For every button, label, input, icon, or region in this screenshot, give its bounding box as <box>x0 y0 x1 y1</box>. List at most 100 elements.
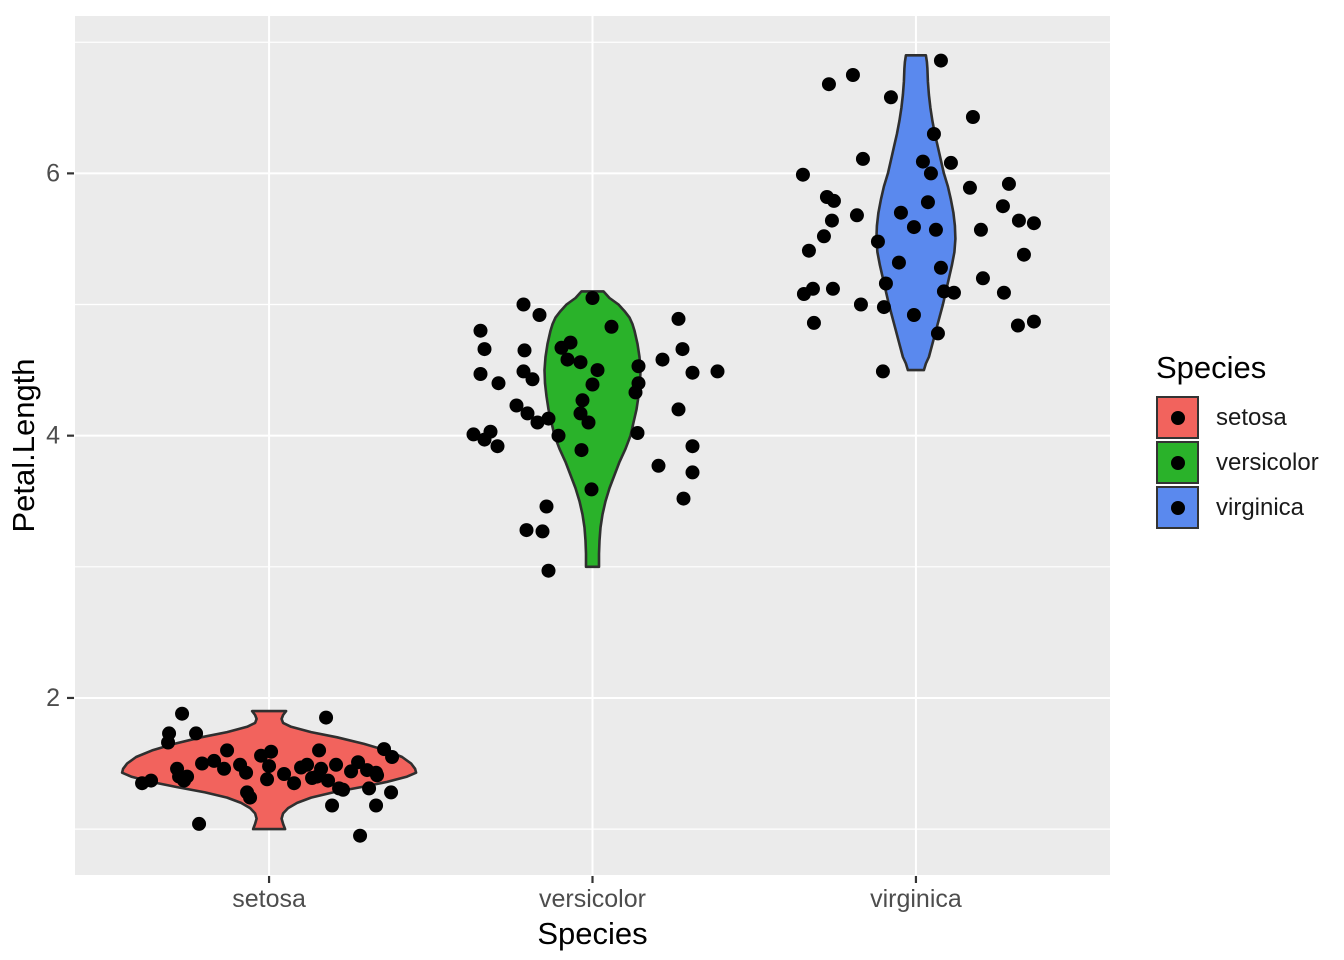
jitter-point-versicolor <box>585 291 600 305</box>
jitter-point-virginica <box>870 234 885 249</box>
jitter-point-virginica <box>915 154 930 169</box>
jitter-point-versicolor <box>671 311 686 326</box>
jitter-point-versicolor <box>477 432 492 447</box>
x-axis-tick-labels: setosa versicolor virginica <box>232 885 962 913</box>
jitter-point-setosa <box>319 710 334 725</box>
jitter-point-versicolor <box>525 372 540 387</box>
jitter-point-versicolor <box>490 439 505 454</box>
jitter-point-versicolor <box>541 411 556 426</box>
legend-point-icon <box>1170 455 1185 470</box>
jitter-point-virginica <box>825 281 840 296</box>
jitter-point-virginica <box>806 315 821 330</box>
legend-entry-setosa: setosa <box>1156 395 1319 440</box>
jitter-point-versicolor <box>685 465 700 480</box>
legend: Species setosa versicolor virginica <box>1156 352 1319 530</box>
jitter-point-virginica <box>893 205 908 220</box>
jitter-point-setosa <box>369 798 384 813</box>
jitter-point-virginica <box>878 276 893 291</box>
jitter-point-virginica <box>946 285 961 300</box>
jitter-point-virginica <box>821 77 836 92</box>
y-tick-label: 2 <box>46 684 60 712</box>
jitter-point-setosa <box>220 743 235 758</box>
jitter-point-versicolor <box>575 393 590 408</box>
jitter-point-virginica <box>891 255 906 270</box>
x-tick-label: setosa <box>232 885 306 913</box>
jitter-point-virginica <box>975 271 990 286</box>
jitter-point-setosa <box>243 790 258 805</box>
jitter-point-versicolor <box>574 443 589 458</box>
jitter-point-setosa <box>336 782 351 797</box>
jitter-point-versicolor <box>573 406 588 421</box>
jitter-point-versicolor <box>517 343 532 358</box>
jitter-point-virginica <box>973 222 988 237</box>
jitter-point-virginica <box>849 208 864 223</box>
jitter-point-setosa <box>175 706 190 721</box>
legend-entry-versicolor: versicolor <box>1156 440 1319 485</box>
jitter-point-versicolor <box>477 342 492 357</box>
jitter-point-setosa <box>161 735 176 750</box>
jitter-point-versicolor <box>554 340 569 355</box>
jitter-point-virginica <box>933 260 948 275</box>
jitter-point-virginica <box>883 90 898 105</box>
jitter-point-versicolor <box>532 308 547 322</box>
jitter-point-setosa <box>254 748 269 763</box>
jitter-point-virginica <box>906 308 921 322</box>
jitter-point-virginica <box>875 364 890 379</box>
jitter-point-setosa <box>239 765 254 780</box>
jitter-point-versicolor <box>685 439 700 454</box>
jitter-point-versicolor <box>473 323 488 338</box>
jitter-point-virginica <box>933 53 948 68</box>
y-axis-tick-labels: 2 4 6 <box>46 159 60 712</box>
jitter-point-versicolor <box>628 385 643 400</box>
axis-tick-marks <box>67 172 918 883</box>
x-axis-title: Species <box>537 916 647 951</box>
jitter-point-virginica <box>1011 213 1026 228</box>
legend-swatch-virginica <box>1156 486 1199 529</box>
legend-entry-virginica: virginica <box>1156 485 1319 530</box>
jitter-point-versicolor <box>573 355 588 370</box>
jitter-point-versicolor <box>530 415 545 430</box>
jitter-point-virginica <box>824 213 839 228</box>
jitter-point-versicolor <box>516 364 531 379</box>
jitter-point-setosa <box>384 785 399 800</box>
jitter-point-setosa <box>262 759 277 774</box>
jitter-point-setosa <box>192 816 207 831</box>
jitter-point-virginica <box>926 127 941 141</box>
jitter-point-virginica <box>943 155 958 170</box>
jitter-point-setosa <box>370 768 385 783</box>
x-tick-label: versicolor <box>539 885 646 913</box>
jitter-point-virginica <box>965 110 980 124</box>
jitter-point-versicolor <box>651 458 666 473</box>
jitter-point-versicolor <box>685 365 700 380</box>
jitter-point-layer <box>135 53 1041 843</box>
jitter-point-virginica <box>996 285 1011 300</box>
jitter-point-setosa <box>217 761 232 776</box>
jitter-point-versicolor <box>585 377 600 392</box>
jitter-point-setosa <box>287 776 302 791</box>
jitter-point-virginica <box>801 243 816 258</box>
jitter-point-versicolor <box>519 523 534 538</box>
legend-swatch-versicolor <box>1156 441 1199 484</box>
jitter-point-virginica <box>853 297 868 312</box>
jitter-point-virginica <box>1026 314 1041 329</box>
legend-title: Species <box>1156 350 1267 385</box>
jitter-point-versicolor <box>631 359 646 374</box>
jitter-point-setosa <box>385 750 400 764</box>
jitter-point-virginica <box>920 195 935 210</box>
jitter-point-setosa <box>329 757 344 772</box>
y-axis-title: Petal.Length <box>6 358 41 532</box>
jitter-point-setosa <box>325 798 340 813</box>
jitter-point-setosa <box>312 743 327 758</box>
jitter-point-virginica <box>995 199 1010 214</box>
jitter-point-versicolor <box>710 364 725 379</box>
jitter-point-setosa <box>207 753 222 768</box>
jitter-point-setosa <box>353 828 368 843</box>
jitter-point-versicolor <box>604 319 619 334</box>
jitter-point-versicolor <box>473 367 488 381</box>
jitter-point-virginica <box>1026 216 1041 231</box>
jitter-point-virginica <box>876 300 891 315</box>
jitter-point-virginica <box>1016 247 1031 262</box>
jitter-point-virginica <box>923 166 938 181</box>
jitter-point-versicolor <box>675 342 690 357</box>
